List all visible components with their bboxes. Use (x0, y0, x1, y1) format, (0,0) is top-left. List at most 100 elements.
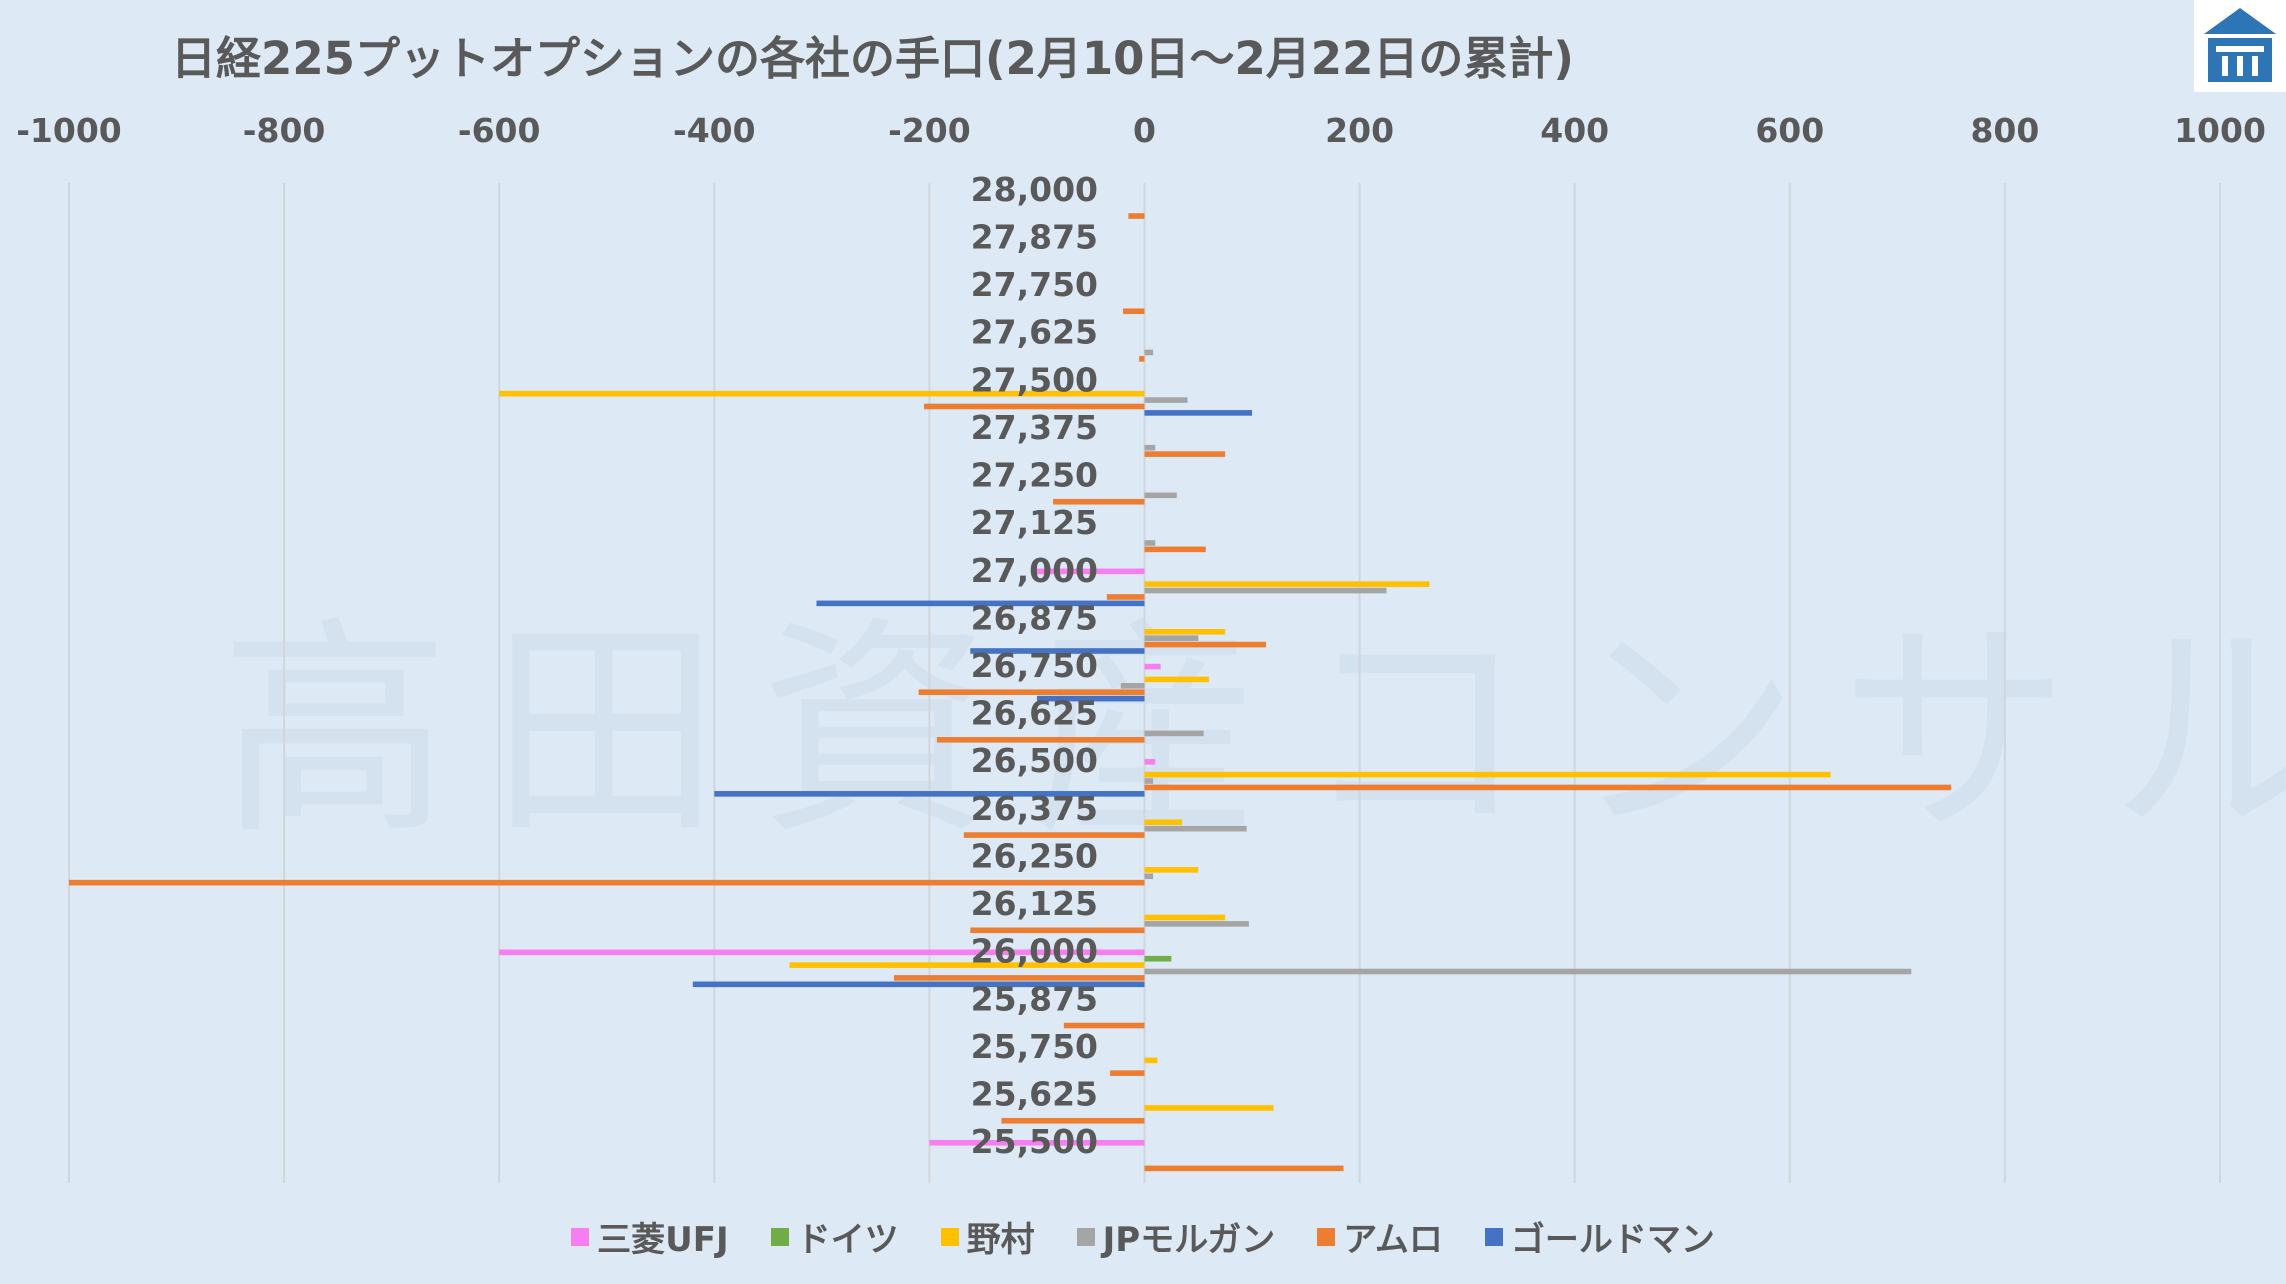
bar (1144, 1057, 1158, 1064)
x-tick-label: 800 (1970, 111, 2039, 150)
x-tick-label: 1000 (2174, 111, 2266, 150)
bar (1144, 444, 1156, 451)
legend-swatch (940, 1227, 959, 1246)
bar (1144, 663, 1161, 670)
legend-label: 三菱UFJ (597, 1220, 729, 1260)
legend-label: ドイツ (796, 1220, 899, 1260)
bar (1144, 492, 1177, 499)
bar (692, 981, 1145, 988)
legend-label: 野村 (966, 1220, 1035, 1260)
bar (1144, 641, 1267, 648)
legend-label: ゴールドマン (1510, 1220, 1715, 1260)
category-label: 26,875 (971, 598, 1098, 637)
bar-chart: -1000 -800 -600 -400 -200 0 200 400 600 800 1000 2… (16, 111, 2266, 1183)
category-label: 27,625 (971, 313, 1098, 352)
chart-title: 日経225プットオプションの各社の手口(2月10日～2月22日の累計) (171, 32, 1574, 85)
category-label: 27,375 (971, 408, 1098, 447)
category-label: 25,500 (971, 1122, 1098, 1161)
bar (936, 737, 1145, 743)
bar (1144, 540, 1156, 546)
category-label: 27,875 (971, 217, 1098, 256)
legend-item: アムロ (1317, 1212, 1443, 1261)
bar (1053, 498, 1145, 505)
bar (1144, 628, 1226, 635)
x-tick-label: -1000 (16, 111, 122, 150)
bar (499, 949, 1145, 956)
bar (714, 791, 1145, 797)
bar (929, 1139, 1145, 1146)
category-label: 25,875 (971, 979, 1098, 1018)
legend-swatch (571, 1227, 590, 1246)
bar (1139, 356, 1145, 362)
x-tick-label: 400 (1540, 111, 1609, 150)
legend-label: アムロ (1343, 1220, 1443, 1260)
bar (1144, 778, 1154, 784)
bar (789, 962, 1145, 968)
bar (1128, 213, 1145, 219)
x-tick-label: -600 (458, 111, 541, 150)
category-label: 28,000 (971, 170, 1098, 209)
category-label: 27,000 (971, 551, 1098, 590)
bar (1144, 784, 1952, 791)
bar (1036, 695, 1145, 702)
bar (1120, 683, 1145, 689)
bar (1144, 968, 1912, 975)
bar (1144, 635, 1199, 641)
category-label: 27,125 (971, 503, 1098, 542)
x-tick-label: 600 (1755, 111, 1824, 150)
x-tick-label: -200 (888, 111, 971, 150)
category-label: 26,125 (971, 884, 1098, 923)
bar (69, 879, 1145, 886)
bar (1144, 730, 1204, 737)
category-label: 26,625 (971, 694, 1098, 733)
bar (816, 600, 1145, 607)
category-label: 26,250 (971, 836, 1098, 875)
bar (1144, 914, 1226, 921)
category-label: 27,750 (971, 265, 1098, 304)
legend-item: ドイツ (770, 1212, 899, 1261)
category-label: 27,250 (971, 456, 1098, 495)
legend-swatch (1076, 1227, 1095, 1246)
bar (1122, 308, 1145, 315)
bar (1144, 1105, 1274, 1111)
bar (1144, 921, 1249, 927)
bar (1001, 1117, 1145, 1124)
category-label: 26,000 (971, 932, 1098, 971)
bar (924, 403, 1145, 410)
bar (1144, 819, 1183, 826)
category-label: 26,750 (971, 646, 1098, 685)
bar (1144, 771, 1831, 778)
bar (1144, 867, 1199, 873)
category-label: 27,500 (971, 360, 1098, 399)
bar (963, 832, 1145, 838)
bar (970, 648, 1145, 654)
logo-icon (2194, 0, 2286, 92)
bar (918, 689, 1145, 695)
bar (1110, 1070, 1145, 1076)
bar (1106, 594, 1145, 600)
category-label: 25,625 (971, 1075, 1098, 1114)
x-tick-label: 200 (1325, 111, 1394, 150)
legend-item: 野村 (940, 1212, 1035, 1261)
bar (1063, 1022, 1145, 1029)
bar (1144, 587, 1387, 594)
legend-item: JPモルガン (1076, 1212, 1275, 1261)
bar (1036, 568, 1145, 575)
legend: 三菱UFJ ドイツ 野村 JPモルガン アムロ ゴールドマン (0, 1212, 2286, 1261)
x-tick-label: -400 (673, 111, 756, 150)
bar (1144, 825, 1247, 832)
bar (1144, 451, 1226, 457)
legend-swatch (1317, 1227, 1336, 1246)
bar (1144, 410, 1253, 416)
legend-item: 三菱UFJ (571, 1212, 729, 1261)
bar (1144, 349, 1154, 356)
bar (893, 975, 1145, 981)
bar (1144, 581, 1430, 587)
category-label: 26,500 (971, 741, 1098, 780)
x-tick-label: -800 (243, 111, 326, 150)
bar (1144, 759, 1156, 765)
bar (1144, 676, 1210, 683)
legend-swatch (770, 1227, 789, 1246)
x-tick-label: 0 (1133, 111, 1156, 150)
legend-item: ゴールドマン (1484, 1212, 1715, 1261)
